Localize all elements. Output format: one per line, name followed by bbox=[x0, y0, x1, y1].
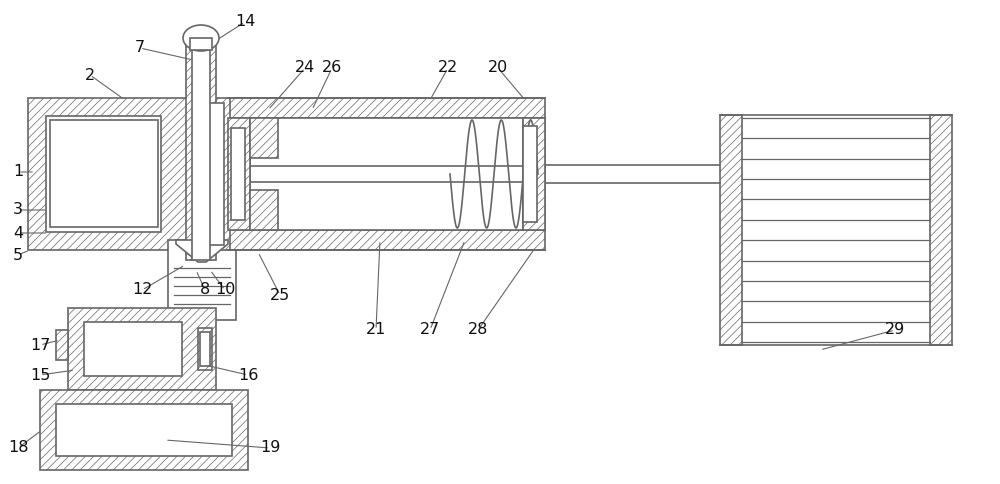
Bar bbox=[720, 115, 742, 345]
Text: 15: 15 bbox=[30, 367, 50, 382]
Bar bbox=[228, 230, 545, 250]
Text: 7: 7 bbox=[135, 41, 145, 56]
Ellipse shape bbox=[183, 25, 219, 51]
Text: 17: 17 bbox=[30, 337, 50, 352]
Text: 2: 2 bbox=[85, 67, 95, 82]
Text: 26: 26 bbox=[322, 60, 342, 76]
Bar bbox=[68, 308, 216, 390]
Bar bbox=[538, 118, 545, 230]
Bar bbox=[250, 190, 278, 230]
Bar bbox=[231, 128, 245, 220]
Text: 18: 18 bbox=[8, 440, 28, 455]
Text: 14: 14 bbox=[235, 15, 255, 30]
Bar bbox=[930, 115, 952, 345]
Bar bbox=[200, 103, 224, 245]
Text: 12: 12 bbox=[132, 283, 152, 298]
Text: 10: 10 bbox=[215, 283, 235, 298]
Text: 3: 3 bbox=[13, 202, 23, 217]
Bar bbox=[250, 118, 278, 158]
Bar bbox=[228, 98, 545, 118]
Bar bbox=[523, 126, 537, 222]
Bar bbox=[198, 328, 212, 370]
Text: 28: 28 bbox=[468, 322, 488, 337]
Text: 21: 21 bbox=[366, 322, 386, 337]
Bar bbox=[195, 98, 230, 250]
Text: 1: 1 bbox=[13, 165, 23, 180]
Text: 8: 8 bbox=[200, 283, 210, 298]
Text: 16: 16 bbox=[238, 367, 258, 382]
Bar bbox=[228, 118, 250, 230]
Bar bbox=[186, 40, 216, 260]
Bar bbox=[46, 116, 161, 232]
Bar bbox=[168, 240, 236, 320]
Text: 20: 20 bbox=[488, 60, 508, 76]
Bar bbox=[523, 118, 545, 230]
Bar bbox=[192, 44, 210, 260]
Bar bbox=[250, 118, 523, 230]
Bar bbox=[84, 322, 182, 376]
Text: 19: 19 bbox=[260, 440, 280, 455]
Text: 24: 24 bbox=[295, 60, 315, 76]
Bar bbox=[40, 390, 248, 470]
Bar bbox=[190, 38, 212, 50]
Text: 25: 25 bbox=[270, 287, 290, 302]
Bar bbox=[28, 98, 198, 250]
Text: 5: 5 bbox=[13, 247, 23, 262]
Bar bbox=[50, 120, 158, 227]
Bar bbox=[56, 330, 68, 360]
Text: 29: 29 bbox=[885, 322, 905, 337]
Bar bbox=[200, 332, 210, 366]
Polygon shape bbox=[176, 240, 228, 262]
Bar bbox=[56, 404, 232, 456]
Text: 22: 22 bbox=[438, 60, 458, 76]
Text: 27: 27 bbox=[420, 322, 440, 337]
Text: 4: 4 bbox=[13, 226, 23, 241]
